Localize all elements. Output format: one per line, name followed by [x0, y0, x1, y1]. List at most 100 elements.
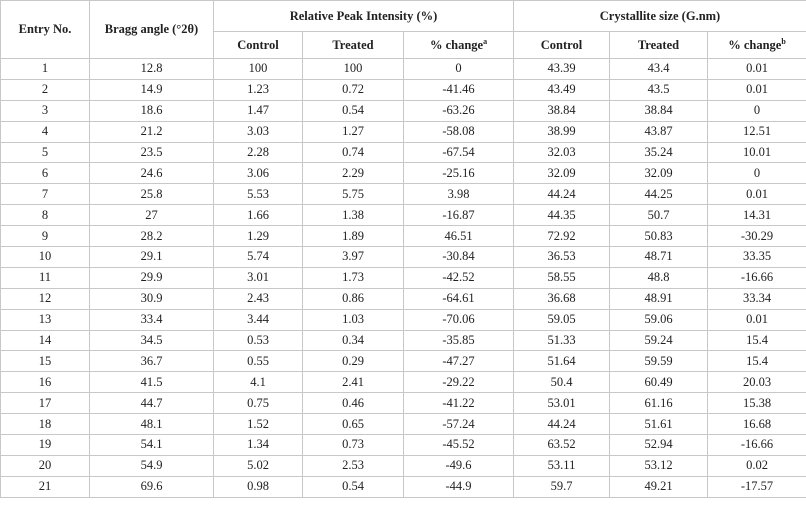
data-cell: 5.53	[213, 183, 303, 206]
data-cell: 1.03	[302, 308, 404, 331]
data-row: 20 54.9 5.02 2.53 -49.6 53.11 53.12 0.02	[0, 454, 806, 477]
data-cell: 54.9	[89, 454, 214, 477]
data-cell: 36.7	[89, 350, 214, 373]
data-cell: -16.87	[403, 204, 514, 227]
header-text: % change	[728, 38, 782, 53]
header-cell: Control	[513, 31, 610, 59]
data-cell: 5.02	[213, 454, 303, 477]
data-row: 9 28.2 1.29 1.89 46.51 72.92 50.83 -30.29	[0, 225, 806, 248]
data-cell: 24.6	[89, 162, 214, 185]
data-cell: 63.52	[513, 434, 610, 456]
data-cell: 0.72	[302, 78, 404, 101]
data-cell: 1.38	[302, 204, 404, 227]
data-cell: 30.9	[89, 287, 214, 310]
data-cell: 54.1	[89, 434, 214, 456]
data-cell: 0.01	[707, 78, 806, 101]
data-cell: 50.4	[513, 371, 610, 394]
data-cell: 43.39	[513, 58, 610, 80]
data-cell: 36.68	[513, 287, 610, 310]
data-cell: 59.59	[609, 350, 708, 373]
data-table: Entry No. Bragg angle (°2θ) Relative Pea…	[0, 0, 806, 498]
header-cell: % changea	[403, 31, 514, 59]
data-cell: -58.08	[403, 120, 514, 143]
header-cell: % changeb	[707, 31, 806, 59]
data-cell: -41.46	[403, 78, 514, 101]
data-cell: 3.44	[213, 308, 303, 331]
data-cell: 34.5	[89, 329, 214, 352]
data-cell: 50.7	[609, 204, 708, 227]
data-cell: -63.26	[403, 99, 514, 122]
data-cell: 2.41	[302, 371, 404, 394]
data-cell: 38.84	[513, 99, 610, 122]
data-cell: 7	[0, 183, 90, 206]
data-cell: 44.24	[513, 183, 610, 206]
data-row: 19 54.1 1.34 0.73 -45.52 63.52 52.94 -16.66	[0, 434, 806, 456]
data-cell: 59.24	[609, 329, 708, 352]
data-cell: -64.61	[403, 287, 514, 310]
data-cell: 10	[0, 246, 90, 268]
data-cell: 0.54	[302, 99, 404, 122]
data-cell: 0.01	[707, 183, 806, 206]
data-cell: -30.29	[707, 225, 806, 248]
data-cell: 0	[707, 99, 806, 122]
data-cell: 0.74	[302, 141, 404, 164]
data-cell: 29.1	[89, 246, 214, 268]
data-row: 1 12.8 100 100 0 43.39 43.4 0.01	[0, 58, 806, 80]
data-row: 16 41.5 4.1 2.41 -29.22 50.4 60.49 20.03	[0, 371, 806, 394]
data-row: 7 25.8 5.53 5.75 3.98 44.24 44.25 0.01	[0, 183, 806, 206]
data-row: 2 14.9 1.23 0.72 -41.46 43.49 43.5 0.01	[0, 78, 806, 101]
data-cell: -42.52	[403, 266, 514, 289]
data-cell: 48.91	[609, 287, 708, 310]
data-cell: 59.06	[609, 308, 708, 331]
data-cell: 9	[0, 225, 90, 248]
table-body: 1 12.8 100 100 0 43.39 43.4 0.01 2 14.9 1.23 0.72 -4…	[0, 58, 806, 498]
data-cell: 21	[0, 475, 90, 498]
data-row: 17 44.7 0.75 0.46 -41.22 53.01 61.16 15.38	[0, 392, 806, 415]
data-cell: 72.92	[513, 225, 610, 248]
data-cell: 100	[302, 58, 404, 80]
data-cell: 3.06	[213, 162, 303, 185]
footnote-mark: a	[483, 36, 488, 46]
data-cell: 23.5	[89, 141, 214, 164]
data-cell: 0.46	[302, 392, 404, 415]
data-row: 12 30.9 2.43 0.86 -64.61 36.68 48.91 33.34	[0, 287, 806, 310]
data-cell: 33.34	[707, 287, 806, 310]
data-cell: 38.99	[513, 120, 610, 143]
data-cell: 21.2	[89, 120, 214, 143]
data-cell: 44.7	[89, 392, 214, 415]
data-cell: 60.49	[609, 371, 708, 394]
data-cell: 41.5	[89, 371, 214, 394]
data-cell: 2.53	[302, 454, 404, 477]
data-cell: 36.53	[513, 246, 610, 268]
data-cell: 2	[0, 78, 90, 101]
data-cell: 52.94	[609, 434, 708, 456]
data-cell: 29.9	[89, 266, 214, 289]
data-cell: 51.64	[513, 350, 610, 373]
data-cell: 53.12	[609, 454, 708, 477]
data-cell: 0.55	[213, 350, 303, 373]
data-cell: 18.6	[89, 99, 214, 122]
data-cell: -17.57	[707, 475, 806, 498]
header-cell: Treated	[609, 31, 708, 59]
data-cell: 51.33	[513, 329, 610, 352]
data-cell: 5	[0, 141, 90, 164]
header-cell: Bragg angle (°2θ)	[89, 0, 214, 59]
data-cell: 2.28	[213, 141, 303, 164]
header-row: Entry No. Bragg angle (°2θ) Relative Pea…	[0, 0, 806, 59]
data-cell: 1.89	[302, 225, 404, 248]
data-cell: 6	[0, 162, 90, 185]
data-cell: 10.01	[707, 141, 806, 164]
data-row: 3 18.6 1.47 0.54 -63.26 38.84 38.84 0	[0, 99, 806, 122]
data-cell: 12	[0, 287, 90, 310]
data-cell: 0.73	[302, 434, 404, 456]
data-cell: -67.54	[403, 141, 514, 164]
data-cell: 0.75	[213, 392, 303, 415]
data-cell: 53.11	[513, 454, 610, 477]
data-cell: 4.1	[213, 371, 303, 394]
data-cell: 59.7	[513, 475, 610, 498]
data-cell: 25.8	[89, 183, 214, 206]
data-cell: 44.35	[513, 204, 610, 227]
data-cell: 58.55	[513, 266, 610, 289]
data-cell: 28.2	[89, 225, 214, 248]
data-cell: 2.43	[213, 287, 303, 310]
